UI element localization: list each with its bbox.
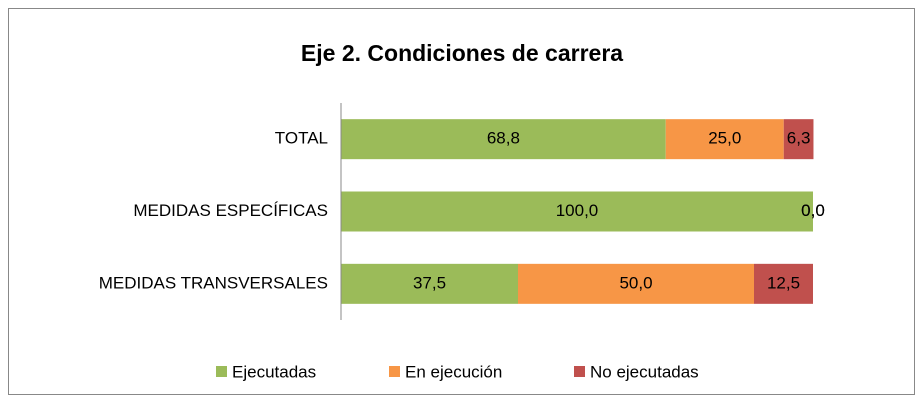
data-label: 68,8	[487, 129, 520, 148]
y-tick-label: MEDIDAS ESPECÍFICAS	[133, 201, 328, 220]
data-label: 0,0	[801, 201, 825, 220]
data-label: 50,0	[619, 273, 652, 292]
bar-segment	[341, 191, 813, 232]
y-tick-label: TOTAL	[275, 129, 328, 148]
data-label: 37,5	[413, 273, 446, 292]
chart-title: Eje 2. Condiciones de carrera	[301, 40, 623, 66]
legend-swatch	[216, 366, 227, 377]
bar-segment	[518, 263, 754, 304]
bar-segment	[665, 119, 784, 160]
data-label: 6,3	[787, 129, 811, 148]
y-tick-label: MEDIDAS TRANSVERSALES	[99, 273, 328, 292]
data-label: 12,5	[767, 273, 800, 292]
legend-label: Ejecutadas	[232, 362, 316, 381]
data-label: 0,0	[801, 201, 825, 220]
legend-swatch	[389, 366, 400, 377]
bar-segment	[341, 119, 666, 160]
legend-label: No ejecutadas	[590, 362, 699, 381]
bar-segment	[783, 119, 814, 160]
legend-swatch	[574, 366, 585, 377]
bar-segment	[754, 263, 813, 304]
legend-label: En ejecución	[405, 362, 502, 381]
data-label: 100,0	[556, 201, 599, 220]
bar-segment	[341, 263, 518, 304]
data-label: 25,0	[708, 129, 741, 148]
